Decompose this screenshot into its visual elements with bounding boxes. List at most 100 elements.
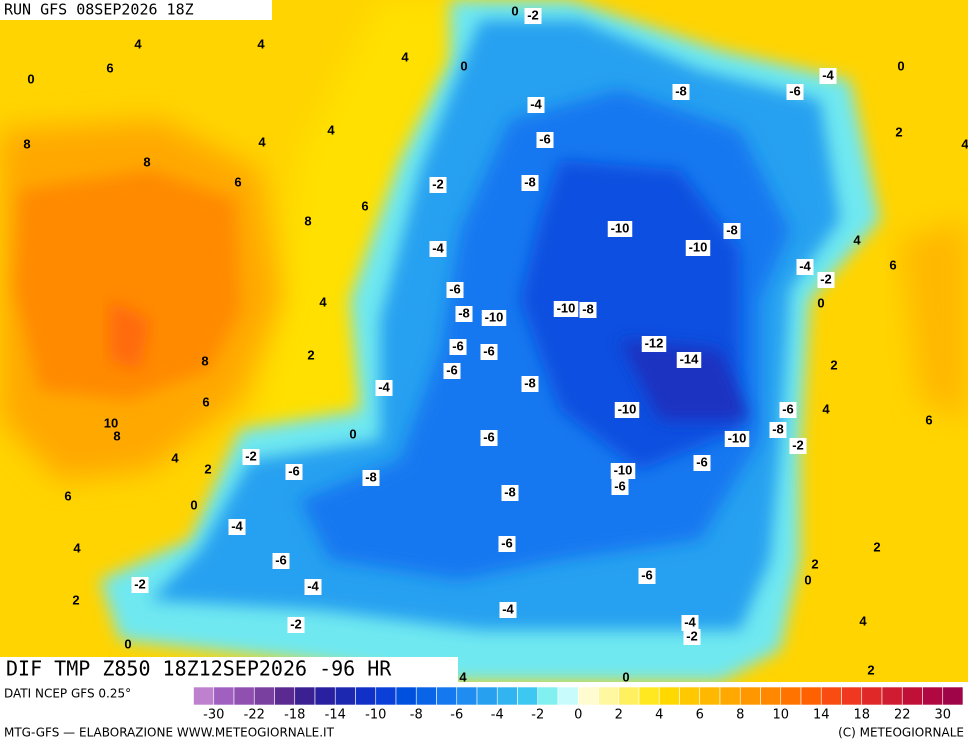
color-swatch bbox=[618, 686, 640, 706]
contour-label: -10 bbox=[614, 462, 633, 477]
color-swatch bbox=[375, 686, 397, 706]
contour-label: 2 bbox=[811, 556, 818, 571]
color-swatch bbox=[820, 686, 842, 706]
label-box bbox=[362, 470, 380, 486]
label-box bbox=[131, 577, 149, 593]
color-swatch bbox=[901, 686, 923, 706]
label-box bbox=[683, 629, 701, 645]
color-swatch bbox=[577, 686, 599, 706]
label-box bbox=[789, 438, 807, 454]
contour-label: -8 bbox=[504, 484, 516, 499]
contour-label: 4 bbox=[401, 49, 409, 64]
map-title: DIF TMP Z850 18Z12SEP2026 -96 HR bbox=[6, 657, 392, 681]
contour-label: -8 bbox=[675, 83, 687, 98]
contour-label: 2 bbox=[307, 347, 314, 362]
color-swatch bbox=[253, 686, 275, 706]
label-box bbox=[611, 479, 629, 495]
contour-label: -8 bbox=[772, 421, 784, 436]
label-box bbox=[723, 223, 741, 239]
credit: MTG-GFS — ELABORAZIONE WWW.METEOGIORNALE… bbox=[4, 726, 335, 740]
contour-label: -2 bbox=[820, 271, 832, 286]
label-box bbox=[521, 376, 539, 392]
contour-label: 4 bbox=[859, 613, 867, 628]
label-box bbox=[498, 536, 516, 552]
label-box bbox=[724, 431, 750, 447]
color-swatch bbox=[456, 686, 478, 706]
label-box bbox=[536, 132, 554, 148]
contour-label: -6 bbox=[483, 343, 495, 358]
label-box bbox=[786, 84, 804, 100]
contour-label: 10 bbox=[104, 415, 118, 430]
contour-label: -8 bbox=[458, 305, 470, 320]
data-source: DATI NCEP GFS 0.25° bbox=[4, 687, 131, 701]
label-box bbox=[641, 336, 667, 352]
contour-label: -6 bbox=[782, 401, 794, 416]
contour-label: -6 bbox=[483, 429, 495, 444]
label-box bbox=[375, 380, 393, 396]
colorbar-tick-label: 18 bbox=[853, 708, 870, 723]
contour-label: 0 bbox=[804, 572, 811, 587]
colorbar-tick-label: -18 bbox=[284, 708, 305, 723]
color-swatch bbox=[517, 686, 539, 706]
label-box bbox=[285, 464, 303, 480]
color-swatch bbox=[942, 686, 964, 706]
label-box bbox=[769, 422, 787, 438]
label-box bbox=[481, 310, 507, 326]
contour-label: -14 bbox=[680, 351, 700, 366]
color-swatch bbox=[193, 686, 215, 706]
colorbar-tick-label: -6 bbox=[450, 708, 463, 723]
colorbar-tick-label: 0 bbox=[574, 708, 582, 723]
color-swatch bbox=[739, 686, 761, 706]
contour-label: 6 bbox=[202, 394, 209, 409]
colorbar-tick-label: 30 bbox=[934, 708, 951, 723]
label-box bbox=[693, 455, 711, 471]
label-box bbox=[553, 301, 579, 317]
contour-label: -6 bbox=[696, 454, 708, 469]
field bbox=[15, 170, 240, 400]
contour-label: 4 bbox=[257, 36, 265, 51]
contour-label: 4 bbox=[327, 122, 335, 137]
label-box bbox=[455, 306, 473, 322]
contour-label: -6 bbox=[288, 463, 300, 478]
color-swatch bbox=[719, 686, 741, 706]
contour-label: -10 bbox=[728, 430, 747, 445]
colorbar-tick-label: 8 bbox=[736, 708, 744, 723]
contour-label: -2 bbox=[686, 628, 698, 643]
contour-label: 6 bbox=[234, 174, 241, 189]
colorbar-tick-label: 22 bbox=[894, 708, 911, 723]
contour-labels: 0 -2 4 4 4 6 0 0 0 -4 -8 -6 -4 4 4 2 -6 8 4 8 6 -2 -8 6 8 -10 -8 -1… bbox=[23, 3, 968, 684]
label-box bbox=[499, 602, 517, 618]
contour-label: 0 bbox=[124, 636, 131, 651]
contour-label: 6 bbox=[361, 198, 368, 213]
contour-label: 8 bbox=[113, 428, 120, 443]
label-box bbox=[242, 449, 260, 465]
contour-label: -8 bbox=[365, 469, 377, 484]
contour-label: -4 bbox=[432, 240, 444, 255]
contour-label: -4 bbox=[231, 518, 243, 533]
label-box bbox=[796, 259, 814, 275]
contour-label: 0 bbox=[622, 669, 629, 684]
label-box bbox=[287, 617, 305, 633]
contour-label: 4 bbox=[258, 134, 266, 149]
contour-label: 4 bbox=[134, 36, 142, 51]
colorbar-tick-label: 14 bbox=[813, 708, 830, 723]
contour-label: -10 bbox=[611, 220, 630, 235]
contour-label: 2 bbox=[204, 461, 211, 476]
colorbar-tick-label: -22 bbox=[244, 708, 265, 723]
colorbar-tick-label: -4 bbox=[491, 708, 504, 723]
contour-label: -6 bbox=[449, 281, 461, 296]
contour-label: -4 bbox=[530, 96, 542, 111]
label-box bbox=[681, 615, 699, 631]
contour-label: -6 bbox=[539, 131, 551, 146]
contour-label: -4 bbox=[684, 614, 696, 629]
color-swatch bbox=[274, 686, 296, 706]
contour-label: 4 bbox=[171, 450, 179, 465]
contour-label: -10 bbox=[557, 300, 576, 315]
label-box bbox=[446, 282, 464, 298]
label-box bbox=[579, 302, 597, 318]
contour-label: 4 bbox=[319, 294, 327, 309]
contour-label: 0 bbox=[460, 58, 467, 73]
label-box bbox=[779, 402, 797, 418]
contour-label: -2 bbox=[527, 7, 539, 22]
